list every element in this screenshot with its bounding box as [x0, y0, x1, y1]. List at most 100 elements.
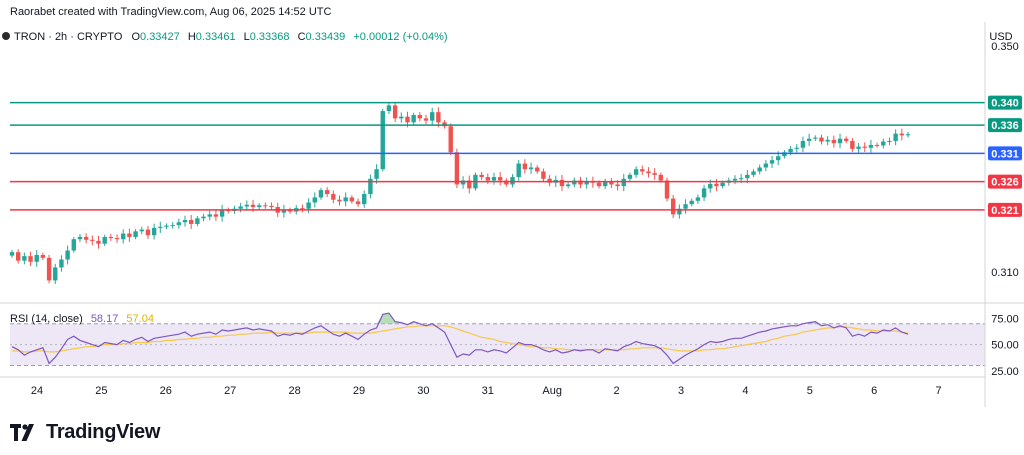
candle-body — [881, 141, 886, 146]
candle-body — [819, 137, 824, 142]
candle-body — [318, 190, 324, 198]
candle-body — [28, 256, 33, 262]
candle-body — [250, 204, 256, 208]
rsi-ma-line — [12, 325, 909, 353]
candle-body — [813, 137, 818, 139]
candle-body — [621, 178, 626, 187]
legend-high-label: H — [188, 31, 196, 43]
candle-body — [714, 183, 719, 187]
candle-body — [510, 177, 515, 185]
rsi-line — [11, 312, 909, 365]
candle-body — [399, 116, 404, 119]
price-tick-label: 0.350 — [991, 41, 1019, 53]
candle-body — [720, 182, 725, 187]
time-tick-label: 7 — [936, 385, 942, 397]
candle-body — [745, 174, 750, 179]
candle-body — [547, 178, 552, 183]
candle-body — [429, 112, 435, 121]
level-tag-label: 0.321 — [991, 205, 1019, 217]
tradingview-logo-icon — [10, 424, 34, 441]
candle-body — [491, 177, 497, 181]
tradingview-logo: TradingView — [10, 421, 160, 444]
candle-body — [102, 236, 107, 244]
legend-low: 0.33368 — [250, 31, 290, 43]
candle-body — [436, 112, 441, 123]
candle-body — [522, 163, 528, 170]
candle-body — [90, 239, 95, 241]
candle-body — [300, 208, 305, 210]
candle-body — [281, 209, 287, 213]
chart-attribution: Raorabet created with TradingView.com, A… — [10, 6, 332, 18]
candle-body — [646, 171, 651, 174]
rsi-legend-label: RSI (14, close) — [10, 313, 83, 325]
candle-body — [59, 259, 64, 268]
legend-low-label: L — [244, 31, 250, 43]
price-axis[interactable]: USD 0.350 0.310 0.340 0.336 0.331 0.326 0.321 — [985, 22, 1024, 377]
candle-body — [615, 184, 620, 187]
candle-body — [46, 257, 52, 281]
candle-body — [572, 180, 577, 185]
candle-body — [269, 205, 274, 208]
candle-body — [640, 169, 645, 172]
candle-body — [324, 190, 330, 195]
price-pane[interactable] — [9, 101, 985, 285]
candle-body — [603, 181, 608, 187]
candle-body — [145, 229, 151, 236]
level-tag-label: 0.336 — [991, 120, 1019, 132]
candle-body — [380, 111, 385, 170]
candle-body — [689, 200, 694, 205]
candle-body — [343, 197, 348, 202]
candle-body — [164, 225, 169, 227]
candle-body — [460, 180, 466, 185]
candle-body — [633, 169, 639, 175]
rsi-legend: RSI (14, close) 58.17 57.04 — [10, 313, 154, 325]
candle-body — [868, 144, 874, 148]
candle-body — [127, 233, 132, 237]
candles-layer — [9, 101, 911, 285]
candle-body — [559, 179, 565, 187]
candle-body — [417, 114, 423, 119]
candle-body — [337, 199, 342, 202]
candle-body — [769, 160, 775, 164]
time-axis[interactable]: 24 25 26 27 28 29 30 31 Aug 2 3 4 5 6 7 — [31, 385, 942, 397]
candle-body — [386, 105, 392, 112]
legend-open-label: O — [131, 31, 140, 43]
candle-body — [77, 236, 83, 240]
candle-body — [467, 180, 472, 189]
candle-body — [139, 229, 144, 232]
candle-body — [411, 114, 416, 123]
symbol-icon — [2, 32, 10, 40]
candle-body — [22, 256, 27, 261]
candle-body — [201, 216, 206, 219]
rsi-pane[interactable]: RSI (14, close) 58.17 57.04 75.00 50.00 25… — [10, 312, 1019, 378]
candle-body — [71, 239, 76, 251]
chart-frame: TRON · 2h · CRYPTO O0.33427 H0.33461 L0.… — [0, 22, 1024, 407]
candle-body — [899, 133, 905, 136]
candle-body — [182, 220, 188, 223]
candle-body — [374, 169, 379, 179]
rsi-tick-label: 25.00 — [991, 366, 1019, 378]
candle-body — [256, 205, 262, 208]
candle-body — [541, 171, 546, 179]
candle-body — [306, 202, 311, 209]
candle-body — [454, 152, 460, 185]
candle-body — [516, 163, 521, 178]
candle-body — [504, 180, 509, 185]
candle-body — [683, 204, 688, 209]
candle-body — [479, 174, 484, 178]
candle-body — [837, 138, 843, 144]
level-tag — [988, 174, 1022, 189]
currency-label: USD — [989, 31, 1012, 43]
candle-body — [362, 194, 367, 205]
candle-body — [176, 222, 182, 226]
candle-body — [151, 227, 157, 236]
candle-body — [40, 255, 46, 258]
candle-body — [794, 147, 799, 149]
candle-body — [732, 178, 738, 181]
time-tick-label: 5 — [807, 385, 813, 397]
candle-body — [751, 171, 756, 175]
candle-body — [652, 173, 657, 175]
legend-symbol: TRON · 2h · CRYPTO — [14, 31, 123, 43]
candle-body — [874, 144, 880, 146]
rsi-legend-ma: 57.04 — [126, 313, 154, 325]
